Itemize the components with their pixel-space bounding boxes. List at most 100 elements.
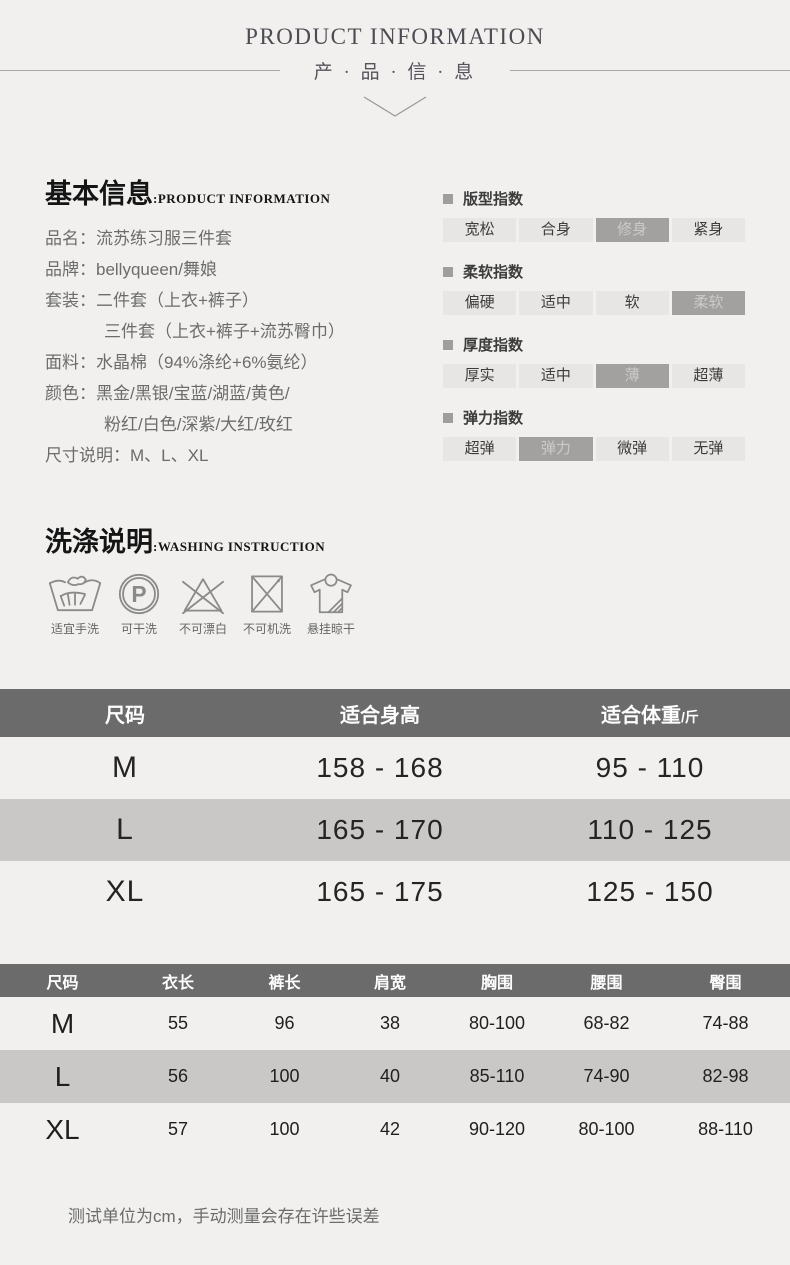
info-row-sizes: 尺寸说明：M、L、XL	[45, 440, 443, 471]
index-option: 超弹	[443, 437, 517, 461]
svg-text:P: P	[131, 581, 146, 607]
measurement-disclaimer: 测试单位为cm，手动测量会存在许些误差	[68, 1207, 380, 1226]
column-header-weight: 适合体重/斤	[510, 699, 790, 728]
cell-weight: 125 - 150	[586, 876, 714, 907]
index-option: 软	[595, 291, 669, 315]
cell-size: XL	[105, 875, 145, 908]
table-row: XL 165 - 175 125 - 150	[0, 861, 790, 923]
index-option: 适中	[519, 364, 593, 388]
index-option: 宽松	[443, 218, 517, 242]
index-option: 柔软	[671, 291, 745, 315]
index-title-fit: 版型指数	[443, 188, 745, 209]
cell: 82-98	[702, 1066, 749, 1086]
table-row: M 55 96 38 80-100 68-82 74-88	[0, 997, 790, 1050]
info-label: 品名：	[45, 229, 96, 248]
index-group-elasticity: 弹力指数 超弹 弹力 微弹 无弹	[443, 407, 745, 461]
basic-info-panel: 基本信息:PRODUCT INFORMATION 品名：流苏练习服三件套 品牌：…	[45, 172, 443, 480]
cell: 80-100	[578, 1119, 635, 1139]
column-header-weight-label: 适合体重	[601, 704, 682, 727]
divider-line-left	[0, 70, 280, 71]
index-option: 合身	[519, 218, 593, 242]
info-row-name: 品名：流苏练习服三件套	[45, 223, 443, 254]
info-row-colors-continued: 粉红/白色/深紫/大红/玫红	[45, 409, 443, 440]
cell-height: 158 - 168	[316, 752, 444, 783]
cell-size: L	[54, 1060, 71, 1092]
index-title-softness: 柔软指数	[443, 261, 745, 282]
index-options-softness: 偏硬 适中 软 柔软	[443, 291, 745, 315]
info-value: M、L、XL	[130, 446, 209, 465]
index-option: 弹力	[519, 437, 593, 461]
info-row-set-continued: 三件套（上衣+裤子+流苏臀巾）	[45, 316, 443, 347]
cell-height: 165 - 170	[316, 814, 444, 845]
wash-item-hang-dry: 悬挂晾干	[301, 573, 361, 637]
cell: 74-90	[583, 1066, 630, 1086]
index-option: 微弹	[595, 437, 669, 461]
index-title-label: 柔软指数	[463, 264, 524, 281]
cell: 42	[379, 1119, 401, 1139]
column-header: 臀围	[709, 974, 742, 992]
index-panel: 版型指数 宽松 合身 修身 紧身 柔软指数 偏硬 适中 软 柔软	[443, 172, 745, 480]
wash-label: 不可漂白	[178, 622, 227, 636]
washing-title: 洗涤说明:WASHING INSTRUCTION	[45, 520, 790, 559]
cell: 74-88	[702, 1013, 749, 1033]
banner-title-en: PRODUCT INFORMATION	[245, 24, 545, 49]
cell-height: 165 - 175	[316, 876, 444, 907]
square-bullet-icon	[443, 193, 453, 204]
index-option: 无弹	[671, 437, 745, 461]
product-info-banner: PRODUCT INFORMATION 产 · 品 · 信 · 息	[0, 0, 790, 120]
cell-weight: 110 - 125	[587, 814, 713, 845]
info-label: 品牌：	[45, 260, 96, 279]
basic-info-title-en: :PRODUCT INFORMATION	[153, 191, 331, 206]
index-title-thickness: 厚度指数	[443, 334, 745, 355]
info-label: 尺寸说明：	[45, 446, 130, 465]
info-value: 黑金/黑银/宝蓝/湖蓝/黄色/	[96, 384, 290, 403]
table-row: L 165 - 170 110 - 125	[0, 799, 790, 861]
column-header: 尺码	[46, 974, 79, 992]
column-header: 腰围	[590, 974, 623, 992]
index-option: 薄	[595, 364, 669, 388]
washing-title-en: :WASHING INSTRUCTION	[153, 539, 326, 554]
column-header: 胸围	[480, 974, 513, 992]
index-group-thickness: 厚度指数 厚实 适中 薄 超薄	[443, 334, 745, 388]
cell-size: L	[116, 813, 134, 846]
index-group-softness: 柔软指数 偏硬 适中 软 柔软	[443, 261, 745, 315]
divider-line-right	[510, 70, 790, 71]
info-value: 流苏练习服三件套	[96, 229, 232, 248]
info-label: 颜色：	[45, 384, 96, 403]
cell-weight: 95 - 110	[595, 752, 705, 783]
wash-label: 适宜手洗	[50, 622, 99, 636]
index-option: 修身	[595, 218, 669, 242]
washing-icons-row: 适宜手洗 P 可干洗 不可漂白	[45, 573, 790, 637]
cell: 68-82	[583, 1013, 630, 1033]
cell: 40	[379, 1066, 401, 1086]
cell-size: M	[112, 751, 138, 784]
cell: 85-110	[469, 1066, 525, 1086]
banner-title-cn: 产 · 品 · 信 · 息	[313, 62, 477, 83]
table-header-row: 尺码 适合身高 适合体重/斤	[0, 689, 790, 737]
cell: 100	[269, 1119, 300, 1139]
index-title-label: 厚度指数	[463, 337, 524, 354]
info-value: 水晶棉（94%涤纶+6%氨纶）	[96, 353, 318, 372]
info-value: 三件套（上衣+裤子+流苏臀巾）	[104, 322, 345, 341]
chevron-down-icon	[0, 96, 790, 120]
square-bullet-icon	[443, 266, 453, 277]
cell: 96	[274, 1013, 295, 1033]
no-bleach-icon	[182, 578, 224, 615]
wash-label: 悬挂晾干	[306, 622, 355, 636]
square-bullet-icon	[443, 339, 453, 350]
column-header-height: 适合身高	[340, 704, 420, 727]
index-option: 适中	[519, 291, 593, 315]
cell: 100	[269, 1066, 300, 1086]
hand-wash-icon	[48, 575, 102, 612]
washing-title-cn: 洗涤说明	[45, 527, 153, 557]
washing-section: 洗涤说明:WASHING INSTRUCTION 适宜手洗	[45, 520, 790, 637]
cell: 90-120	[468, 1119, 526, 1139]
cell: 38	[379, 1013, 401, 1033]
wash-item-dry-clean: P 可干洗	[109, 573, 169, 637]
info-label: 面料：	[45, 353, 96, 372]
table-row: XL 57 100 42 90-120 80-100 88-110	[0, 1103, 790, 1156]
table-row: L 56 100 40 85-110 74-90 82-98	[0, 1050, 790, 1103]
info-row-set: 套装：二件套（上衣+裤子）	[45, 285, 443, 316]
column-header-size: 尺码	[105, 704, 145, 727]
info-label: 套装：	[45, 291, 96, 310]
